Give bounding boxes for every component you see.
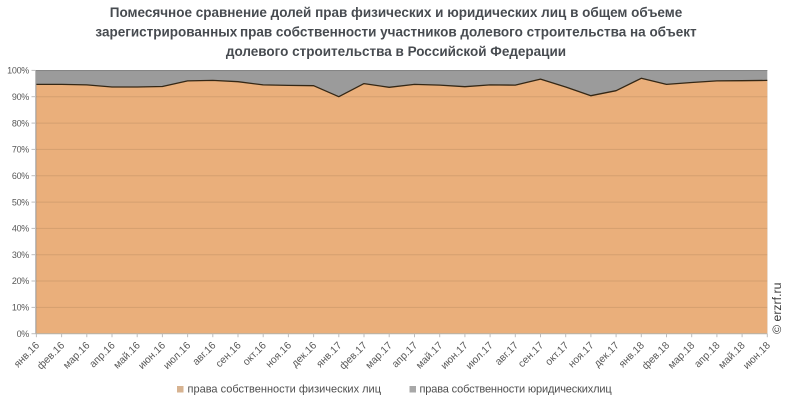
svg-text:10%: 10%: [12, 303, 29, 313]
svg-text:зарегистрированных прав собств: зарегистрированных прав собственности уч…: [95, 25, 697, 40]
svg-text:долевого строительства в Росси: долевого строительства в Российской Феде…: [226, 44, 566, 59]
svg-text:60%: 60%: [12, 171, 29, 181]
svg-text:права собственности юридически: права собственности юридическихлиц: [420, 384, 613, 396]
svg-text:30%: 30%: [12, 250, 29, 260]
svg-text:права собственности физических: права собственности физических лиц: [188, 384, 382, 396]
svg-text:70%: 70%: [12, 145, 29, 155]
svg-text:100%: 100%: [7, 66, 29, 76]
svg-text:0%: 0%: [17, 329, 30, 339]
svg-text:50%: 50%: [12, 197, 29, 207]
svg-text:90%: 90%: [12, 92, 29, 102]
svg-text:20%: 20%: [12, 276, 29, 286]
svg-text:40%: 40%: [12, 224, 29, 234]
svg-text:80%: 80%: [12, 118, 29, 128]
svg-text:© erzrf.ru: © erzrf.ru: [770, 282, 784, 334]
svg-text:Помесячное сравнение долей пра: Помесячное сравнение долей прав физическ…: [110, 5, 683, 20]
